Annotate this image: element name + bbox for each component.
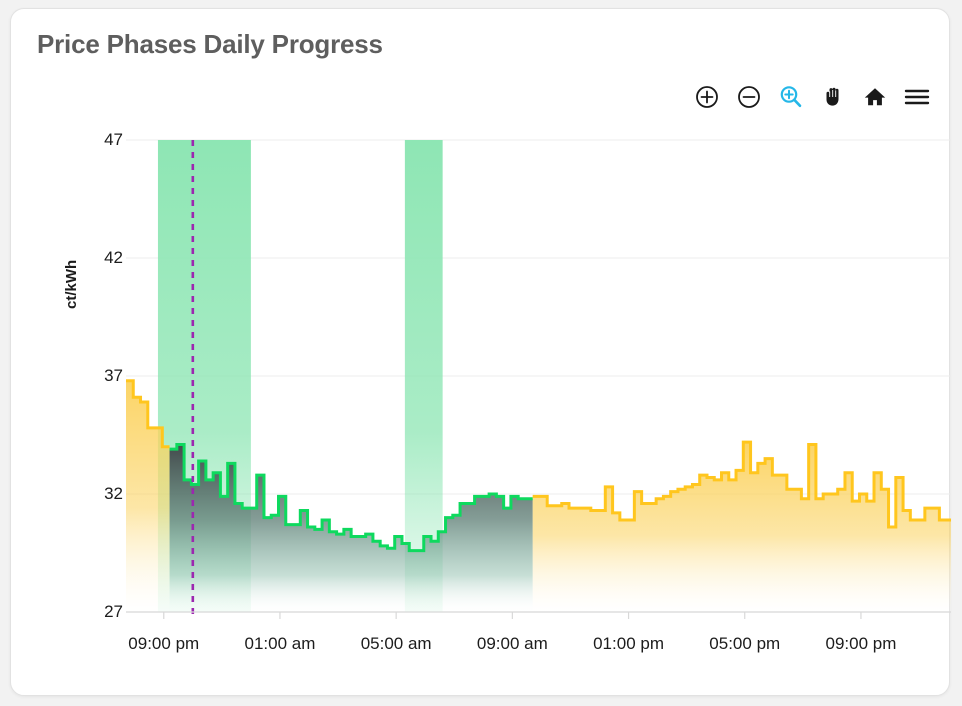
pan-hand-icon[interactable] xyxy=(819,83,847,111)
y-axis-tick-label: 42 xyxy=(104,248,123,267)
series-past-area xyxy=(126,380,170,612)
cheap-phase-band-2 xyxy=(404,140,443,612)
x-axis-tick-label: 01:00 pm xyxy=(593,634,664,653)
series-past-line[interactable] xyxy=(126,379,170,449)
zoom-selection-icon[interactable] xyxy=(777,83,805,111)
page-title: Price Phases Daily Progress xyxy=(37,29,383,59)
price-chart-plot[interactable] xyxy=(11,9,951,697)
series-green-phase-area xyxy=(169,444,533,612)
y-axis-tick-label: 27 xyxy=(104,602,123,621)
zoom-out-icon[interactable] xyxy=(735,83,763,111)
x-axis-tick-label: 05:00 am xyxy=(360,634,432,653)
x-axis-tick-label: 09:00 pm xyxy=(128,634,200,653)
chart-card: Price Phases Daily Progress xyxy=(10,8,951,697)
chart-toolbar[interactable] xyxy=(693,83,931,111)
home-reset-icon[interactable] xyxy=(861,83,889,111)
y-axis-tick-label: 47 xyxy=(104,130,123,149)
y-axis-ticks: 27 32 37 42 47 xyxy=(83,9,123,706)
x-axis-tick-label: 09:00 pm xyxy=(825,634,897,653)
x-axis-tick-label: 01:00 am xyxy=(244,634,316,653)
y-axis-tick-label: 37 xyxy=(104,366,123,385)
y-axis-tick-label: 32 xyxy=(104,484,123,503)
x-axis-tick-label: 05:00 pm xyxy=(709,634,781,653)
x-axis-tick-label: 09:00 am xyxy=(476,634,548,653)
menu-icon[interactable] xyxy=(903,83,931,111)
zoom-in-icon[interactable] xyxy=(693,83,721,111)
series-green-phase-line[interactable] xyxy=(169,442,533,553)
series-normal-phase-line[interactable] xyxy=(532,440,951,529)
